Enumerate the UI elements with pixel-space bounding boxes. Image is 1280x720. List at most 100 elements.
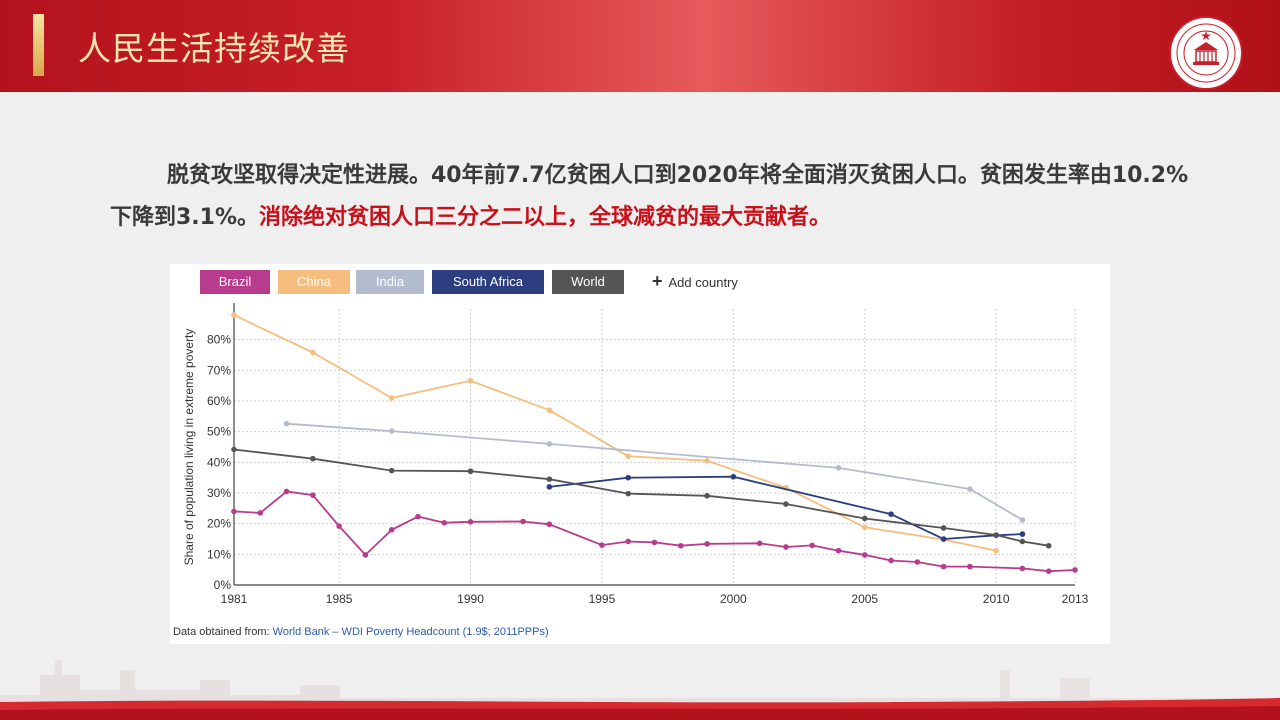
summary-text: 脱贫攻坚取得决定性进展。40年前7.7亿贫困人口到2020年将全面消灭贫困人口。… xyxy=(110,163,1189,230)
data-point-brazil xyxy=(546,521,553,528)
data-point-world xyxy=(940,525,947,531)
data-point-china xyxy=(625,453,632,459)
data-point-brazil xyxy=(283,488,290,495)
plus-icon: + xyxy=(652,271,663,291)
data-point-india xyxy=(967,486,973,492)
data-point-world xyxy=(861,515,868,522)
legend-brazil-button[interactable]: Brazil xyxy=(200,270,270,294)
data-point-south_africa xyxy=(888,511,894,517)
data-point-brazil xyxy=(599,542,605,548)
poverty-line-chart: 0% 10% 20% 30% 40% 50% 60% 70% 80% 1981 1985 1990 19… xyxy=(182,303,1089,606)
add-country-label: Add country xyxy=(668,275,738,290)
series-line-india xyxy=(286,422,1023,521)
data-point-brazil xyxy=(1045,568,1052,574)
page-title: 人民生活持续改善 xyxy=(78,29,350,68)
data-point-south_africa xyxy=(1019,531,1026,537)
data-point-brazil xyxy=(415,513,421,520)
data-point-india xyxy=(388,428,395,434)
data-point-china xyxy=(993,547,999,554)
data-point-brazil xyxy=(704,541,710,547)
data-point-china xyxy=(546,407,553,413)
data-point-india xyxy=(835,465,842,471)
data-point-world xyxy=(704,492,710,499)
x-tick-label: 2005 xyxy=(851,592,878,606)
header-accent-bar xyxy=(33,14,44,76)
series-line-china xyxy=(233,314,997,552)
data-point-brazil xyxy=(625,538,632,545)
data-point-brazil xyxy=(861,552,868,558)
data-point-china xyxy=(231,312,237,318)
x-tick-label: 1990 xyxy=(457,592,484,606)
data-point-brazil xyxy=(914,559,921,565)
y-tick-label: 30% xyxy=(207,486,231,500)
add-country-button[interactable]: + Add country xyxy=(652,270,738,294)
poverty-chart-panel: Brazil China India South Africa World + A… xyxy=(170,264,1110,644)
data-point-brazil xyxy=(835,547,842,554)
data-point-brazil xyxy=(677,542,684,549)
data-point-world xyxy=(310,455,316,462)
data-point-world xyxy=(388,467,395,474)
x-tick-label: 1985 xyxy=(326,592,353,606)
source-prefix: Data obtained from: xyxy=(173,626,273,638)
data-source-note: Data obtained from: World Bank – WDI Pov… xyxy=(173,626,549,638)
data-point-world xyxy=(1019,538,1026,545)
y-tick-label: 40% xyxy=(207,455,231,469)
data-point-india xyxy=(546,441,553,447)
x-tick-label: 1981 xyxy=(221,592,248,606)
legend-china-button[interactable]: China xyxy=(278,270,350,294)
y-tick-label: 60% xyxy=(207,394,231,408)
data-point-world xyxy=(546,476,553,482)
data-point-brazil xyxy=(231,508,237,515)
y-tick-label: 70% xyxy=(207,363,231,377)
data-point-china xyxy=(861,524,868,531)
data-point-world xyxy=(467,468,474,475)
data-point-brazil xyxy=(441,519,448,526)
legend-india-button[interactable]: India xyxy=(356,270,424,294)
data-point-brazil xyxy=(967,563,973,570)
x-tick-label: 2000 xyxy=(720,592,747,606)
data-point-south_africa xyxy=(625,474,632,481)
data-point-china xyxy=(467,377,474,384)
city-skyline-decoration xyxy=(0,660,1280,720)
data-point-brazil xyxy=(940,563,947,570)
legend-south-africa-button[interactable]: South Africa xyxy=(432,270,544,294)
data-point-brazil xyxy=(388,527,395,533)
data-point-world xyxy=(783,501,789,507)
summary-highlight: 消除绝对贫困人口三分之二以上，全球减贫的最大贡献者。 xyxy=(259,205,832,230)
data-point-brazil xyxy=(783,544,789,550)
data-point-brazil xyxy=(809,542,815,549)
data-point-brazil xyxy=(651,539,658,546)
data-point-south_africa xyxy=(546,484,553,490)
summary-paragraph: 脱贫攻坚取得决定性进展。40年前7.7亿贫困人口到2020年将全面消灭贫困人口。… xyxy=(110,155,1210,239)
data-point-brazil xyxy=(362,552,369,558)
y-tick-label: 0% xyxy=(214,578,232,592)
academy-emblem-icon xyxy=(1169,16,1243,90)
header-banner: 人民生活持续改善 xyxy=(0,0,1280,92)
data-point-world xyxy=(1045,542,1052,549)
y-tick-label: 10% xyxy=(207,547,231,561)
data-point-brazil xyxy=(257,510,264,516)
data-point-china xyxy=(388,395,395,401)
data-point-china xyxy=(310,349,316,356)
data-point-brazil xyxy=(1072,567,1078,573)
data-point-india xyxy=(1019,517,1026,523)
data-point-world xyxy=(231,446,237,453)
data-point-south_africa xyxy=(730,473,737,480)
data-point-brazil xyxy=(467,519,474,525)
series-line-brazil xyxy=(233,490,1076,573)
data-point-brazil xyxy=(1019,565,1026,572)
x-tick-label: 2010 xyxy=(983,592,1010,606)
data-point-brazil xyxy=(336,523,342,529)
data-point-china xyxy=(704,458,710,464)
data-point-brazil xyxy=(310,492,316,498)
data-point-brazil xyxy=(520,518,526,525)
data-point-brazil xyxy=(888,557,894,564)
data-point-brazil xyxy=(756,540,763,547)
data-point-south_africa xyxy=(940,536,947,542)
data-point-world xyxy=(993,532,999,538)
source-link[interactable]: World Bank – WDI Poverty Headcount (1.9$… xyxy=(272,626,549,638)
y-axis-label: Share of population living in extreme po… xyxy=(182,329,196,566)
y-tick-label: 80% xyxy=(207,333,231,347)
y-tick-label: 20% xyxy=(207,517,231,531)
legend-world-button[interactable]: World xyxy=(552,270,624,294)
